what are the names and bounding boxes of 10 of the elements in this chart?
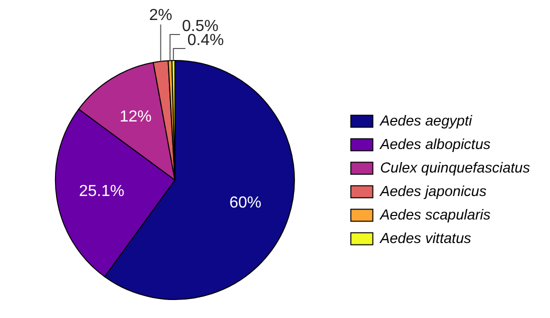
legend-label: Aedes albopictus — [379, 136, 491, 153]
data-label: 60% — [229, 194, 262, 212]
legend-label: Culex quinquefasciatus — [380, 160, 530, 176]
legend-label: Aedes japonicus — [379, 184, 486, 200]
legend-label: Aedes scapularis — [379, 207, 490, 224]
data-label: 12% — [120, 108, 152, 126]
legend-label: Aedes vittatus — [379, 230, 472, 247]
data-label: 2% — [149, 6, 172, 24]
legend-label: Aedes aegypti — [379, 113, 473, 130]
data-label: 25.1% — [79, 182, 124, 200]
